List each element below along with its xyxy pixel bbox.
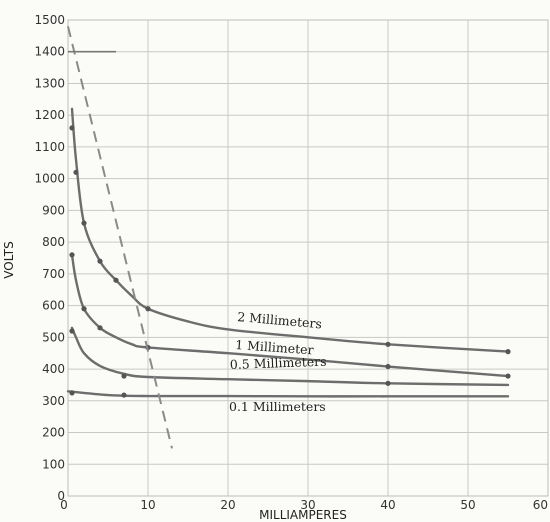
series-label-0-5-millimeters: 0.5 Millimeters bbox=[230, 354, 327, 372]
grid bbox=[67, 19, 549, 497]
y-tick-label: 900 bbox=[42, 203, 65, 217]
series-line-0-5-millimeters bbox=[70, 326, 510, 387]
x-tick-label: 40 bbox=[380, 498, 395, 512]
y-tick-label: 0 bbox=[57, 489, 65, 503]
data-point bbox=[73, 169, 79, 175]
y-tick-label: 600 bbox=[42, 299, 65, 313]
data-point bbox=[145, 306, 151, 312]
x-tick-label: 0 bbox=[60, 498, 68, 512]
y-tick-label: 300 bbox=[42, 394, 65, 408]
series-line-0-1-millimeters bbox=[66, 390, 510, 398]
y-tick-label: 1400 bbox=[34, 45, 65, 59]
series-label-1-millimeter: 1 Millimeter bbox=[235, 337, 314, 357]
data-point bbox=[385, 363, 391, 370]
x-tick-label: 20 bbox=[220, 498, 235, 512]
data-point bbox=[69, 125, 75, 131]
y-tick-label: 100 bbox=[42, 457, 65, 471]
x-tick-label: 50 bbox=[460, 498, 475, 512]
data-point bbox=[385, 341, 391, 347]
curves bbox=[66, 26, 511, 449]
x-axis-label: MILLIAMPERES bbox=[259, 508, 347, 522]
y-tick-label: 400 bbox=[42, 362, 65, 376]
y-tick-label: 1300 bbox=[34, 76, 65, 90]
x-tick-label: 30 bbox=[300, 498, 315, 512]
data-point bbox=[121, 392, 127, 398]
y-axis-label: VOLTS bbox=[2, 241, 16, 278]
dashed-line bbox=[67, 26, 173, 449]
series-line-1-millimeter bbox=[70, 253, 510, 378]
y-tick-label: 1500 bbox=[34, 13, 65, 27]
data-point bbox=[81, 220, 87, 226]
data-point bbox=[69, 328, 75, 334]
series-label-2-millimeters: 2 Millimeters bbox=[237, 309, 323, 331]
y-tick-label: 1200 bbox=[34, 108, 65, 122]
data-point bbox=[69, 252, 75, 258]
data-point bbox=[385, 380, 391, 386]
data-point bbox=[505, 349, 511, 355]
y-tick-label: 1000 bbox=[34, 172, 65, 186]
series-label-0-1-millimeters: 0.1 Millimeters bbox=[229, 399, 326, 414]
y-tick-label: 500 bbox=[42, 330, 65, 344]
tick-labels: 0100200300400500600700800900100011001200… bbox=[34, 13, 548, 512]
y-tick-label: 200 bbox=[42, 426, 65, 440]
y-tick-label: 1100 bbox=[34, 140, 65, 154]
y-tick-label: 700 bbox=[42, 267, 65, 281]
x-tick-label: 10 bbox=[140, 498, 155, 512]
series-line-2-millimeters bbox=[70, 107, 510, 353]
data-point bbox=[113, 277, 119, 283]
y-tick-label: 800 bbox=[42, 235, 65, 249]
data-point bbox=[121, 373, 127, 379]
x-tick-label: 60 bbox=[533, 498, 548, 512]
data-point bbox=[97, 258, 103, 264]
data-point bbox=[505, 373, 511, 379]
plot-frame bbox=[67, 19, 549, 497]
data-point bbox=[69, 390, 75, 396]
data-point bbox=[97, 325, 103, 331]
data-point bbox=[81, 306, 87, 312]
